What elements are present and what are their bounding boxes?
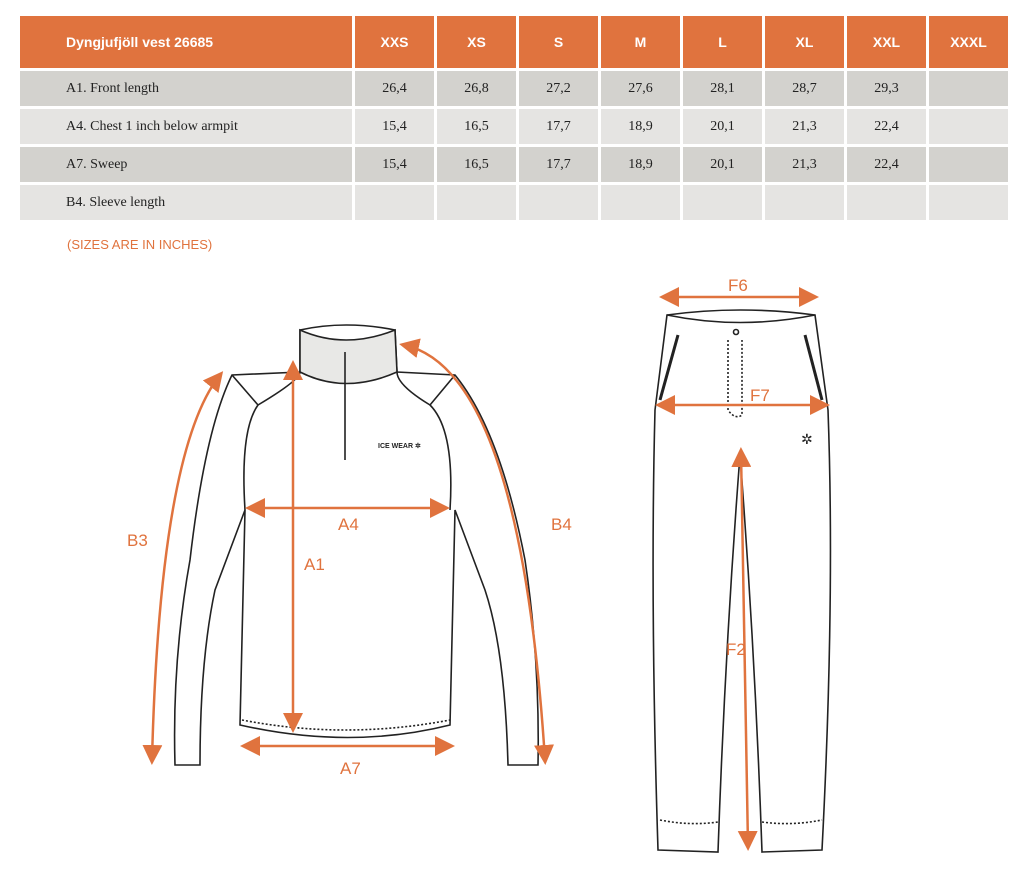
measurement-cell [683,185,762,220]
logo: ICE WEAR ✲ [378,442,421,450]
size-header-m: M [601,16,680,68]
measurement-cell [355,185,434,220]
measurement-cell [519,185,598,220]
row-label: A1. Front length [20,71,352,106]
label-a1: A1 [304,555,325,574]
size-header-s: S [519,16,598,68]
table-row: A1. Front length 26,4 26,8 27,2 27,6 28,1 28,7… [20,71,1008,106]
row-label: A7. Sweep [20,147,352,182]
measurement-cell: 17,7 [519,109,598,144]
measurement-cell: 21,3 [765,109,844,144]
measurement-cell: 22,4 [847,147,926,182]
label-b4: B4 [551,515,572,534]
measurement-cell: 15,4 [355,147,434,182]
measurement-cell [847,185,926,220]
label-f7: F7 [750,386,770,405]
measurement-cell [437,185,516,220]
measurement-cell: 27,2 [519,71,598,106]
measurement-cell [929,185,1008,220]
measurement-cell [601,185,680,220]
label-b3: B3 [127,531,148,550]
size-header-xxl: XXL [847,16,926,68]
measurement-cell: 21,3 [765,147,844,182]
table-row: A4. Chest 1 inch below armpit 15,4 16,5 17,… [20,109,1008,144]
snowflake-logo-icon: ✲ [801,433,813,448]
label-f6: F6 [728,276,748,295]
jacket-measure-arrows [142,338,555,765]
table-title: Dyngjufjöll vest 26685 [20,16,352,68]
measurement-cell: 27,6 [601,71,680,106]
size-header-l: L [683,16,762,68]
table-row: B4. Sleeve length [20,185,1008,220]
table-row: A7. Sweep 15,4 16,5 17,7 18,9 20,1 21,3 22,4 [20,147,1008,182]
measurement-cell: 22,4 [847,109,926,144]
jacket-drawing [173,324,540,766]
label-a4: A4 [338,515,359,534]
units-note: (SIZES ARE IN INCHES) [67,237,213,252]
row-label: B4. Sleeve length [20,185,352,220]
measurement-cell: 28,1 [683,71,762,106]
measurement-cell: 20,1 [683,109,762,144]
size-header-xxs: XXS [355,16,434,68]
pants-drawing [652,309,832,853]
measurement-cell [929,71,1008,106]
measurement-cell: 26,4 [355,71,434,106]
measurement-cell: 15,4 [355,109,434,144]
size-header-xl: XL [765,16,844,68]
measurement-cell [929,109,1008,144]
measurement-cell: 16,5 [437,147,516,182]
measurement-cell: 29,3 [847,71,926,106]
label-a7: A7 [340,759,361,778]
measurement-cell: 18,9 [601,109,680,144]
label-f2: F2 [726,640,746,659]
measurement-cell: 16,5 [437,109,516,144]
measurement-cell: 26,8 [437,71,516,106]
pants-measure-arrows [655,287,830,851]
measurement-cell: 28,7 [765,71,844,106]
size-header-xs: XS [437,16,516,68]
measurement-cell [765,185,844,220]
measurement-cell: 17,7 [519,147,598,182]
measurement-cell [929,147,1008,182]
measurement-cell: 20,1 [683,147,762,182]
size-header-xxxl: XXXL [929,16,1008,68]
row-label: A4. Chest 1 inch below armpit [20,109,352,144]
size-chart-table: Dyngjufjöll vest 26685 XXS XS S M L XL XXL XXXL … [17,13,1011,223]
measurement-cell: 18,9 [601,147,680,182]
